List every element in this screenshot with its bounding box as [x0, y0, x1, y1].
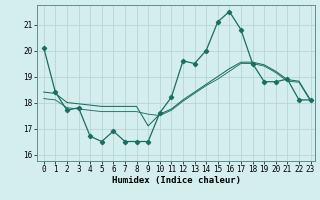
X-axis label: Humidex (Indice chaleur): Humidex (Indice chaleur)	[111, 176, 241, 185]
